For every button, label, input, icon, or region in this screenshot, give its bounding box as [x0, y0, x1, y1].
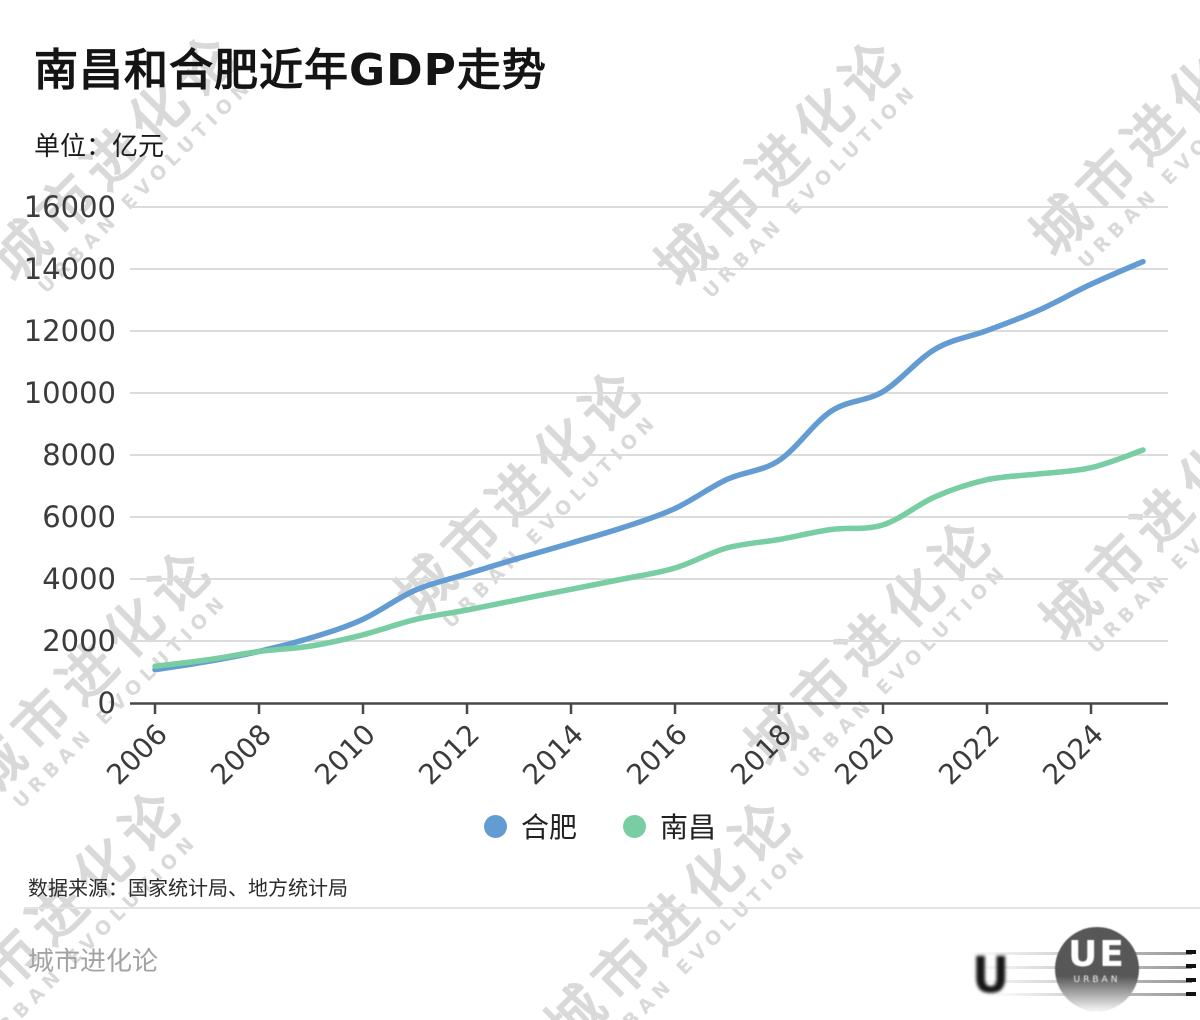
x-tick-label: 2016: [620, 718, 694, 792]
legend-item-hefei: 合肥: [483, 806, 577, 846]
y-tick-label: 8000: [42, 438, 116, 472]
hefei-line: [152, 258, 1146, 673]
y-tick-label: 2000: [42, 624, 116, 658]
logo-blur-dash: [1186, 992, 1196, 996]
y-tick-label: 4000: [42, 562, 116, 596]
x-tick-label: 2022: [932, 718, 1006, 792]
page-title: 南昌和合肥近年GDP走势: [34, 45, 547, 96]
y-tick-label: 0: [98, 686, 116, 720]
logo-badge: UE URBAN: [1055, 927, 1139, 1011]
data-source-note: 数据来源：国家统计局、地方统计局: [28, 876, 348, 900]
legend-label-hefei: 合肥: [520, 811, 577, 844]
logo-blur-dash: [1186, 964, 1196, 968]
y-tick-label: 6000: [42, 500, 116, 534]
x-tick-label: 2014: [516, 718, 590, 792]
logo-fade: [1055, 975, 1139, 1011]
x-tick-label: 2020: [828, 718, 902, 792]
x-tick-label: 2008: [204, 718, 278, 792]
y-tick-label: 16000: [24, 190, 116, 224]
footer-divider: [24, 907, 1200, 909]
x-tick-label: 2024: [1036, 718, 1110, 792]
y-tick-label: 14000: [24, 252, 116, 286]
y-tick-label: 10000: [24, 376, 116, 410]
logo-monogram: UE: [1068, 934, 1126, 975]
nanchang-line: [152, 447, 1146, 670]
legend: 合肥 南昌: [0, 806, 1200, 846]
gdp-line-chart: 0 2000 4000 6000 8000 10000 12000 14000 16000 20…: [24, 190, 1168, 792]
unit-label: 单位：亿元: [34, 132, 165, 162]
x-tick-label: 2012: [412, 718, 486, 792]
x-axis: [130, 702, 1168, 714]
x-axis-labels: 2006 2008 2010 2012 2014 2016 2018 2020 2022 2024: [100, 718, 1110, 792]
hefei-series-swatch: [483, 814, 507, 838]
logo-blur-dash: [1186, 950, 1196, 954]
brand-logo: U UE URBAN: [970, 920, 1200, 1020]
brand-name: 城市进化论: [28, 947, 159, 977]
logo-blur-dash: [1186, 978, 1196, 982]
legend-label-nanchang: 南昌: [660, 811, 717, 844]
data-series: [152, 258, 1146, 673]
y-tick-label: 12000: [24, 314, 116, 348]
logo-smear-letter: U: [972, 945, 1010, 1005]
x-tick-label: 2010: [308, 718, 382, 792]
x-tick-label: 2018: [724, 718, 798, 792]
nanchang-series-swatch: [623, 814, 646, 838]
legend-item-nanchang: 南昌: [623, 806, 716, 846]
y-axis-labels: 0 2000 4000 6000 8000 10000 12000 14000 16000: [24, 190, 116, 720]
x-tick-label: 2006: [100, 718, 174, 792]
